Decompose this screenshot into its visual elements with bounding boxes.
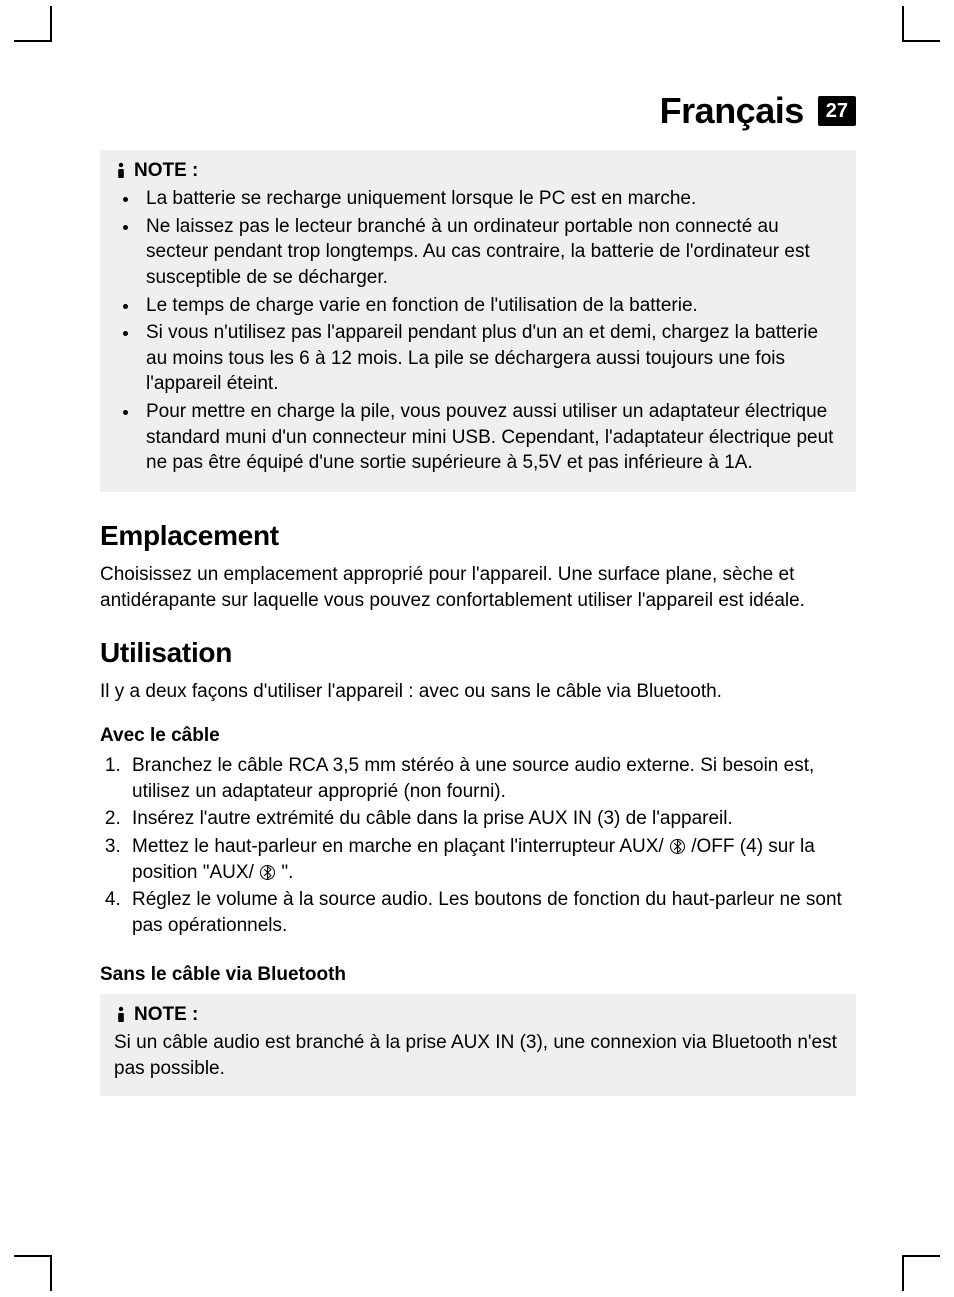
crop-mark	[50, 6, 52, 42]
note-bluetooth-body: Si un câble audio est branché à la prise…	[114, 1030, 842, 1081]
list-item: Ne laissez pas le lecteur branché à un o…	[140, 214, 842, 291]
note-heading: NOTE :	[114, 160, 842, 182]
note-label: NOTE :	[134, 160, 198, 182]
section-emplacement-title: Emplacement	[100, 520, 856, 552]
note-label: NOTE :	[134, 1004, 198, 1026]
note-list: La batterie se recharge uniquement lorsq…	[114, 186, 842, 476]
note-box-charging: NOTE : La batterie se recharge uniquemen…	[100, 150, 856, 492]
list-item: Si vous n'utilisez pas l'appareil pendan…	[140, 320, 842, 397]
sans-cable-heading: Sans le câble via Bluetooth	[100, 964, 856, 986]
list-item: Mettez le haut-parleur en marche en plaç…	[126, 834, 856, 885]
emplacement-body: Choisissez un emplacement approprié pour…	[100, 562, 856, 613]
bluetooth-icon	[260, 864, 275, 881]
step3-part1: Mettez le haut-parleur en marche en plaç…	[132, 836, 664, 857]
crop-mark	[50, 1255, 52, 1291]
crop-mark	[904, 40, 940, 42]
page: Français 27 NOTE : La batterie se rechar…	[0, 0, 954, 1297]
info-icon	[114, 1006, 128, 1024]
note-heading: NOTE :	[114, 1004, 842, 1026]
crop-mark	[902, 1255, 904, 1291]
crop-mark	[904, 1255, 940, 1257]
page-number-box: 27	[818, 96, 856, 126]
list-item: Le temps de charge varie en fonction de …	[140, 293, 842, 319]
bluetooth-icon	[670, 838, 685, 855]
page-header: Français 27	[100, 90, 856, 132]
list-item: Branchez le câble RCA 3,5 mm stéréo à un…	[126, 753, 856, 804]
section-utilisation-title: Utilisation	[100, 637, 856, 669]
info-icon	[114, 162, 128, 180]
avec-cable-steps: Branchez le câble RCA 3,5 mm stéréo à un…	[100, 753, 856, 938]
list-item: La batterie se recharge uniquement lorsq…	[140, 186, 842, 212]
list-item: Pour mettre en charge la pile, vous pouv…	[140, 399, 842, 476]
step3-part3: ".	[281, 862, 293, 883]
note-box-bluetooth: NOTE : Si un câble audio est branché à l…	[100, 994, 856, 1095]
crop-mark	[902, 6, 904, 42]
list-item: Insérez l'autre extrémité du câble dans …	[126, 806, 856, 832]
list-item: Réglez le volume à la source audio. Les …	[126, 887, 856, 938]
crop-mark	[14, 40, 50, 42]
crop-mark	[14, 1255, 50, 1257]
avec-cable-heading: Avec le câble	[100, 725, 856, 747]
language-label: Français	[660, 90, 804, 132]
utilisation-intro: Il y a deux façons d'utiliser l'appareil…	[100, 679, 856, 705]
